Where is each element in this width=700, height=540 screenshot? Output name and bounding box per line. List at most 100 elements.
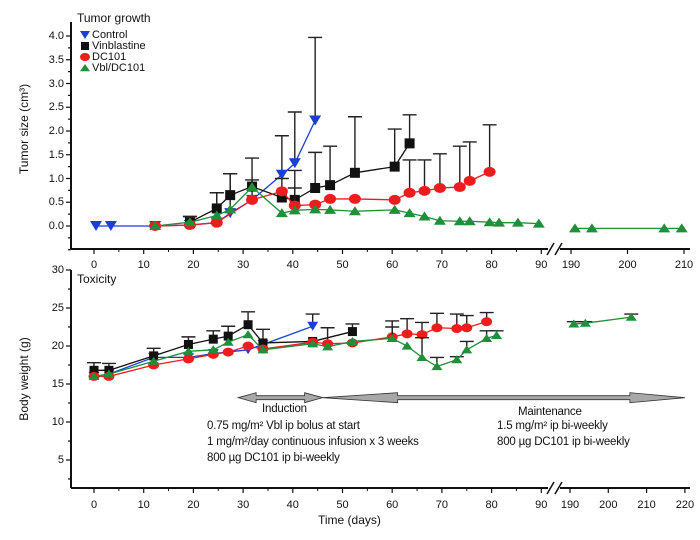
data-point-square: [225, 190, 236, 201]
error-bar: [452, 145, 467, 188]
data-point-square: [149, 351, 159, 361]
data-point-triangle-up: [451, 355, 463, 364]
data-point-triangle-up: [224, 204, 237, 214]
data-point-square: [223, 331, 233, 341]
bottom-panel-title: Toxicity: [77, 272, 117, 286]
data-point-circle: [481, 317, 493, 327]
error-bar: [274, 135, 289, 175]
error-bar: [462, 141, 477, 181]
data-point-square: [310, 183, 321, 193]
error-bar: [387, 128, 402, 167]
data-point-triangle-down: [80, 31, 90, 39]
data-point-triangle-up: [532, 218, 545, 228]
data-point-triangle-up: [675, 223, 688, 233]
data-point-triangle-down: [89, 221, 102, 231]
data-point-triangle-up: [182, 346, 194, 355]
y-tick-label: 25: [51, 302, 64, 314]
panel-tumor-growth: [66, 22, 690, 256]
data-point-circle: [431, 323, 443, 333]
y-tick-label: 10: [51, 416, 64, 428]
data-point-triangle-up: [568, 319, 580, 328]
error-bar: [482, 124, 497, 172]
series-line: [93, 316, 632, 378]
error-bar: [417, 159, 432, 191]
x-tick-label: 40: [286, 259, 299, 271]
data-point-triangle-up: [585, 223, 598, 233]
data-point-square: [349, 167, 360, 178]
data-point-triangle-up: [183, 217, 196, 227]
x-tick-label: 0: [90, 259, 98, 271]
x-tick-label: 190: [561, 259, 581, 271]
y-tick-label: 2.0: [48, 125, 64, 137]
legend-label: Vinblastine: [92, 40, 146, 52]
data-point-triangle-up: [658, 223, 671, 233]
data-point-square: [81, 42, 89, 50]
series-vinblastine: [87, 311, 360, 375]
data-point-square: [276, 192, 287, 203]
y-tick-label: 4.0: [48, 30, 64, 42]
x-tick-label: 70: [435, 499, 449, 511]
data-point-triangle-up: [418, 211, 431, 221]
x-tick-label: 90: [535, 499, 548, 511]
data-point-triangle-down: [104, 221, 117, 231]
y-tick-label: 30: [51, 264, 64, 276]
data-point-circle: [242, 341, 254, 351]
legend-label: DC101: [92, 51, 127, 63]
induction-label: Induction: [262, 403, 307, 415]
series-vbl-dc101: [88, 312, 639, 380]
data-point-triangle-up: [275, 208, 288, 218]
data-point-square: [325, 180, 336, 191]
legend-label: Vbl/DC101: [92, 62, 146, 74]
x-tick-label: 30: [236, 259, 250, 271]
data-point-square: [89, 365, 99, 375]
induction-arrow: [236, 392, 325, 404]
y-tick-label: 0.5: [48, 196, 64, 209]
data-point-triangle-up: [324, 204, 337, 214]
data-point-circle: [418, 185, 431, 196]
error-bar: [308, 151, 323, 188]
top-panel-title: Tumor growth: [77, 11, 151, 25]
y-tick-label: 1.0: [48, 172, 64, 185]
data-point-triangle-up: [463, 216, 476, 226]
data-point-triangle-down: [307, 321, 319, 331]
data-point-triangle-up: [257, 345, 269, 354]
y-tick-label: 1.5: [48, 148, 64, 161]
y-tick-label: 15: [51, 378, 64, 390]
data-point-triangle-up: [148, 356, 160, 365]
x-tick-label: 70: [435, 259, 449, 271]
data-point-triangle-up: [348, 206, 361, 216]
data-point-circle: [463, 175, 476, 186]
y-tick-label: 0.0: [48, 220, 64, 232]
data-point-triangle-up: [493, 217, 506, 227]
data-point-triangle-up: [322, 342, 334, 351]
induction-line-2: 1 mg/m²/day continuous infusion x 3 week…: [207, 436, 419, 448]
data-point-circle: [453, 182, 466, 193]
axis-break-mark: [546, 481, 563, 495]
data-point-triangle-down: [288, 158, 301, 169]
data-point-triangle-up: [309, 204, 322, 214]
data-point-triangle-up: [481, 333, 493, 342]
error-bar: [402, 159, 417, 193]
data-point-triangle-up: [288, 205, 301, 215]
x-tick-label: 50: [336, 259, 349, 271]
error-bar: [432, 153, 447, 188]
data-point-triangle-up: [491, 330, 503, 339]
data-point-circle: [388, 194, 401, 205]
data-point-triangle-up: [625, 312, 637, 321]
axis-break-mark: [546, 242, 563, 256]
data-point-circle: [324, 193, 337, 204]
data-point-triangle-up: [579, 318, 591, 327]
data-point-triangle-up: [386, 333, 398, 342]
maintenance-line-2: 800 µg DC101 ip bi-weekly: [497, 436, 630, 448]
data-point-triangle-up: [461, 345, 473, 354]
x-tick-label: 20: [187, 259, 200, 271]
x-tick-label: 50: [336, 499, 349, 511]
data-point-triangle-up: [403, 208, 416, 218]
data-point-triangle-up: [401, 341, 413, 350]
data-point-square: [389, 161, 400, 172]
y-tick-label: 5: [57, 454, 64, 466]
top-y-axis-label: Tumor size (cm³): [17, 83, 31, 175]
data-point-circle: [483, 166, 496, 177]
data-point-circle: [222, 347, 234, 357]
